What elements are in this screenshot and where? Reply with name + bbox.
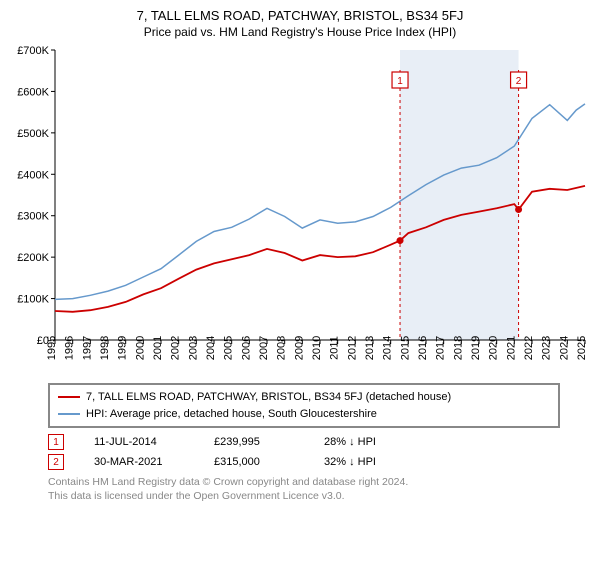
svg-text:2: 2 [516,76,522,87]
svg-text:1999: 1999 [117,336,129,360]
svg-text:2005: 2005 [223,336,235,360]
svg-text:2025: 2025 [576,336,588,360]
svg-text:2010: 2010 [311,336,323,360]
footer-line: Contains HM Land Registry data © Crown c… [48,476,580,490]
svg-text:£200K: £200K [17,252,49,264]
svg-text:£400K: £400K [17,169,49,181]
svg-text:2003: 2003 [187,336,199,360]
transaction-price: £239,995 [214,436,294,448]
legend: 7, TALL ELMS ROAD, PATCHWAY, BRISTOL, BS… [48,383,560,428]
transaction-date: 30-MAR-2021 [94,456,184,468]
legend-label: 7, TALL ELMS ROAD, PATCHWAY, BRISTOL, BS… [86,389,451,406]
chart-subtitle: Price paid vs. HM Land Registry's House … [0,25,600,39]
transactions-table: 1 11-JUL-2014 £239,995 28% ↓ HPI 2 30-MA… [48,434,580,470]
transaction-date: 11-JUL-2014 [94,436,184,448]
marker-badge: 1 [48,434,64,450]
svg-text:2021: 2021 [505,336,517,360]
svg-text:2023: 2023 [541,336,553,360]
svg-text:2004: 2004 [205,336,217,360]
svg-text:2014: 2014 [382,336,394,360]
svg-text:£600K: £600K [17,86,49,98]
svg-text:1998: 1998 [99,336,111,360]
svg-text:2017: 2017 [435,336,447,360]
svg-text:2020: 2020 [488,336,500,360]
footer: Contains HM Land Registry data © Crown c… [48,476,580,503]
svg-text:2001: 2001 [152,336,164,360]
svg-text:2007: 2007 [258,336,270,360]
footer-line: This data is licensed under the Open Gov… [48,490,580,504]
svg-text:2022: 2022 [523,336,535,360]
transaction-pct: 32% ↓ HPI [324,456,404,468]
svg-text:£700K: £700K [17,45,49,57]
table-row: 1 11-JUL-2014 £239,995 28% ↓ HPI [48,434,580,450]
svg-text:1996: 1996 [64,336,76,360]
legend-item: 7, TALL ELMS ROAD, PATCHWAY, BRISTOL, BS… [58,389,550,406]
table-row: 2 30-MAR-2021 £315,000 32% ↓ HPI [48,454,580,470]
svg-text:2000: 2000 [134,336,146,360]
chart-title: 7, TALL ELMS ROAD, PATCHWAY, BRISTOL, BS… [0,8,600,23]
svg-text:2012: 2012 [346,336,358,360]
svg-text:1: 1 [397,76,403,87]
svg-text:1997: 1997 [81,336,93,360]
chart-area: £0£100K£200K£300K£400K£500K£600K£700K199… [10,45,590,375]
svg-text:2018: 2018 [452,336,464,360]
transaction-price: £315,000 [214,456,294,468]
svg-text:2015: 2015 [399,336,411,360]
svg-text:2016: 2016 [417,336,429,360]
svg-text:2006: 2006 [240,336,252,360]
transaction-pct: 28% ↓ HPI [324,436,404,448]
svg-text:2008: 2008 [276,336,288,360]
svg-text:£300K: £300K [17,211,49,223]
svg-text:2024: 2024 [558,336,570,360]
line-chart: £0£100K£200K£300K£400K£500K£600K£700K199… [10,45,590,375]
svg-text:£100K: £100K [17,294,49,306]
svg-text:2019: 2019 [470,336,482,360]
legend-item: HPI: Average price, detached house, Sout… [58,406,550,423]
svg-text:2013: 2013 [364,336,376,360]
svg-text:1995: 1995 [46,336,58,360]
marker-badge: 2 [48,454,64,470]
svg-text:2009: 2009 [293,336,305,360]
svg-text:£500K: £500K [17,128,49,140]
svg-text:2002: 2002 [170,336,182,360]
legend-label: HPI: Average price, detached house, Sout… [86,406,377,423]
